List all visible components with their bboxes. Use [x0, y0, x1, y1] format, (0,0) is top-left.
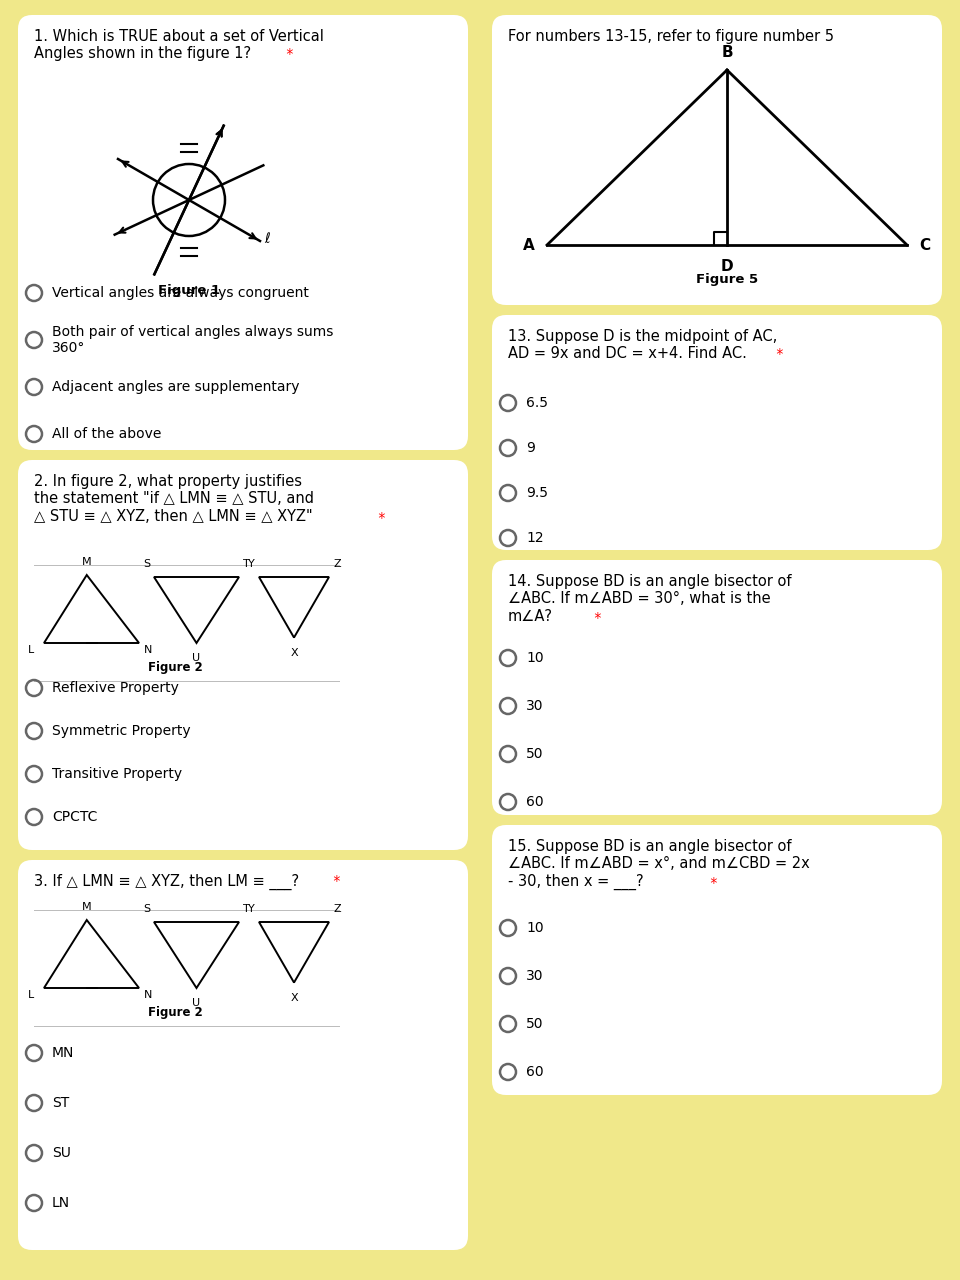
Text: MN: MN — [52, 1046, 74, 1060]
Text: For numbers 13-15, refer to figure number 5: For numbers 13-15, refer to figure numbe… — [508, 29, 834, 44]
Text: Both pair of vertical angles always sums
360°: Both pair of vertical angles always sums… — [52, 325, 333, 355]
Text: 15. Suppose BD is an angle bisector of
∠ABC. If m∠ABD = x°, and m∠CBD = 2x
- 30,: 15. Suppose BD is an angle bisector of ∠… — [508, 838, 809, 890]
Text: Z: Z — [333, 559, 341, 570]
Text: 30: 30 — [526, 699, 543, 713]
FancyBboxPatch shape — [492, 315, 942, 550]
Text: A: A — [523, 238, 535, 252]
Text: *: * — [282, 47, 294, 61]
Text: Figure 5: Figure 5 — [696, 273, 758, 285]
FancyBboxPatch shape — [18, 860, 468, 1251]
Text: C: C — [919, 238, 930, 252]
Text: Reflexive Property: Reflexive Property — [52, 681, 179, 695]
Text: X: X — [290, 992, 298, 1002]
Text: L: L — [28, 645, 34, 655]
Text: 50: 50 — [526, 748, 543, 762]
Text: 3. If △ LMN ≡ △ XYZ, then LM ≡ ___?: 3. If △ LMN ≡ △ XYZ, then LM ≡ ___? — [34, 874, 300, 890]
Text: M: M — [82, 557, 91, 567]
Text: 10: 10 — [526, 922, 543, 934]
FancyBboxPatch shape — [492, 15, 942, 305]
Text: *: * — [590, 611, 601, 625]
Text: *: * — [374, 511, 385, 525]
Text: SU: SU — [52, 1146, 71, 1160]
Text: 60: 60 — [526, 795, 543, 809]
Text: 6.5: 6.5 — [526, 396, 548, 410]
Text: Figure 1: Figure 1 — [158, 284, 220, 297]
Text: 9.5: 9.5 — [526, 486, 548, 500]
Text: *: * — [329, 874, 341, 888]
Text: Figure 2: Figure 2 — [148, 660, 203, 675]
Text: N: N — [144, 645, 153, 655]
Text: All of the above: All of the above — [52, 428, 161, 442]
Text: 2. In figure 2, what property justifies
the statement "if △ LMN ≡ △ STU, and
△ S: 2. In figure 2, what property justifies … — [34, 474, 314, 524]
Text: 12: 12 — [526, 531, 543, 545]
Text: ℓ: ℓ — [264, 232, 270, 246]
Text: Y: Y — [249, 904, 255, 914]
FancyBboxPatch shape — [492, 826, 942, 1094]
FancyBboxPatch shape — [18, 460, 468, 850]
Text: S: S — [143, 904, 150, 914]
Text: *: * — [706, 876, 717, 890]
Text: S: S — [143, 559, 150, 570]
Text: 1. Which is TRUE about a set of Vertical
Angles shown in the figure 1?: 1. Which is TRUE about a set of Vertical… — [34, 29, 324, 61]
Text: Adjacent angles are supplementary: Adjacent angles are supplementary — [52, 380, 300, 394]
Text: 50: 50 — [526, 1018, 543, 1030]
Text: Z: Z — [333, 904, 341, 914]
Text: 9: 9 — [526, 442, 535, 454]
Text: T: T — [243, 559, 250, 570]
Text: D: D — [721, 259, 733, 274]
FancyBboxPatch shape — [492, 561, 942, 815]
Text: CPCTC: CPCTC — [52, 810, 97, 824]
Text: Y: Y — [249, 559, 255, 570]
Text: M: M — [82, 902, 91, 911]
Text: Symmetric Property: Symmetric Property — [52, 724, 191, 739]
Text: ST: ST — [52, 1096, 69, 1110]
Text: 10: 10 — [526, 652, 543, 666]
Text: U: U — [192, 998, 201, 1009]
Text: 30: 30 — [526, 969, 543, 983]
Text: 14. Suppose BD is an angle bisector of
∠ABC. If m∠ABD = 30°, what is the
m∠A?: 14. Suppose BD is an angle bisector of ∠… — [508, 573, 791, 623]
Text: *: * — [772, 347, 783, 361]
Text: Transitive Property: Transitive Property — [52, 767, 182, 781]
Text: T: T — [243, 904, 250, 914]
Text: U: U — [192, 653, 201, 663]
Text: 60: 60 — [526, 1065, 543, 1079]
Text: Figure 2: Figure 2 — [148, 1006, 203, 1019]
Text: X: X — [290, 648, 298, 658]
Text: N: N — [144, 989, 153, 1000]
FancyBboxPatch shape — [18, 15, 468, 451]
Text: LN: LN — [52, 1196, 70, 1210]
Text: Vertical angles are always congruent: Vertical angles are always congruent — [52, 285, 309, 300]
Text: B: B — [721, 45, 732, 60]
Text: 13. Suppose D is the midpoint of AC,
AD = 9x and DC = x+4. Find AC.: 13. Suppose D is the midpoint of AC, AD … — [508, 329, 778, 361]
Text: L: L — [28, 989, 34, 1000]
